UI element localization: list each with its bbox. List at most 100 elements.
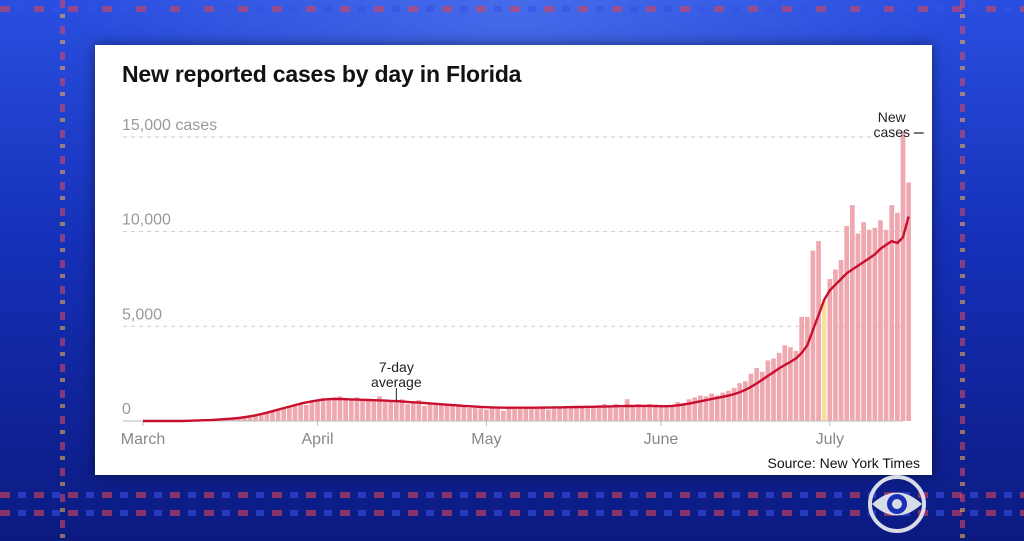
case-bar [298,403,303,421]
x-tick-label: July [816,431,844,448]
case-bar [681,403,686,421]
case-bar [326,399,332,421]
case-bar [692,397,698,421]
case-bar [731,387,737,421]
case-bar [720,392,726,421]
case-bar [303,404,309,421]
x-tick-label: April [302,431,334,448]
case-bar [624,399,630,421]
case-bar [562,407,568,421]
case-bar [534,408,540,421]
chart-source: Source: New York Times [767,455,920,471]
case-bar [264,412,270,421]
case-bar [365,401,371,421]
case-bar [422,405,427,421]
led-strip-right [960,0,965,541]
case-bar [377,396,382,421]
case-bar [652,405,658,421]
case-bar [771,358,776,421]
y-tick-label: 5,000 [122,306,162,323]
x-tick-label: March [121,431,165,448]
case-bar [270,411,275,421]
case-bar [878,220,883,421]
case-bar [799,316,805,421]
case-bar [866,229,872,421]
case-bar [444,403,450,421]
case-bar [793,350,799,421]
case-bar [478,408,484,421]
case-bar [703,396,709,421]
case-bar [495,408,501,421]
chart-panel: New reported cases by day in Florida 0 5,… [95,45,932,475]
case-bar [230,418,236,421]
case-bar [827,279,833,421]
case-bar [737,383,743,421]
case-bar [281,408,287,421]
case-bar [579,406,585,421]
case-bar [686,399,692,421]
case-bar [500,410,506,421]
case-bar [551,408,557,421]
case-bar [810,250,816,421]
case-bar [697,395,703,421]
case-bar [523,407,529,421]
case-bar [759,371,765,421]
y-tick-label: 10,000 [122,212,171,229]
case-bar [360,400,365,421]
y-tick-label: 15,000 cases [122,117,217,134]
case-bar [895,212,900,421]
case-bar [821,299,827,421]
case-bar [602,403,607,421]
case-bar [512,408,517,421]
case-bar [754,367,759,421]
chart-plot: 0 5,000 10,000 15,000 cases March April May Jun… [121,109,924,448]
case-bar [292,405,298,421]
case-bar [439,404,444,421]
case-bar [388,402,394,421]
case-bar [636,403,641,421]
case-bar [883,229,889,421]
case-bar [641,404,647,421]
case-bar [816,241,821,421]
case-bar [889,205,895,421]
case-bar [748,373,754,421]
led-strip-top [0,6,1024,12]
case-bar [861,222,866,421]
case-bar [489,407,495,421]
case-bar [647,403,653,421]
case-bar [613,403,619,421]
case-bar [371,399,377,421]
case-bar [838,260,844,421]
case-bar [669,406,675,421]
x-tick-label: May [471,431,501,448]
case-bar [709,393,714,421]
annotation-new-cases-label: cases [873,124,910,140]
case-bar [574,407,579,421]
case-bar [287,407,292,421]
case-bar [258,413,264,421]
case-bar [664,405,669,421]
case-bar [343,398,349,421]
y-tick-label: 0 [122,401,131,418]
case-bar [467,407,472,421]
case-bar [529,408,534,421]
case-bar [726,390,731,421]
x-tick-label: June [644,431,679,448]
case-bar [788,347,793,421]
case-bar [332,397,337,421]
case-bar [410,402,416,421]
case-bar [855,233,861,421]
case-bar [320,398,326,421]
case-bar [337,396,343,421]
case-bar [765,360,771,421]
case-bar [596,406,602,421]
case-bar [472,407,478,421]
case-bar [506,407,512,421]
led-strip-left [60,0,65,541]
case-bar [450,404,455,421]
case-bar [675,402,681,421]
case-bar [872,227,878,421]
case-bar [461,406,467,421]
case-bar [315,400,320,421]
case-bar [427,403,433,421]
